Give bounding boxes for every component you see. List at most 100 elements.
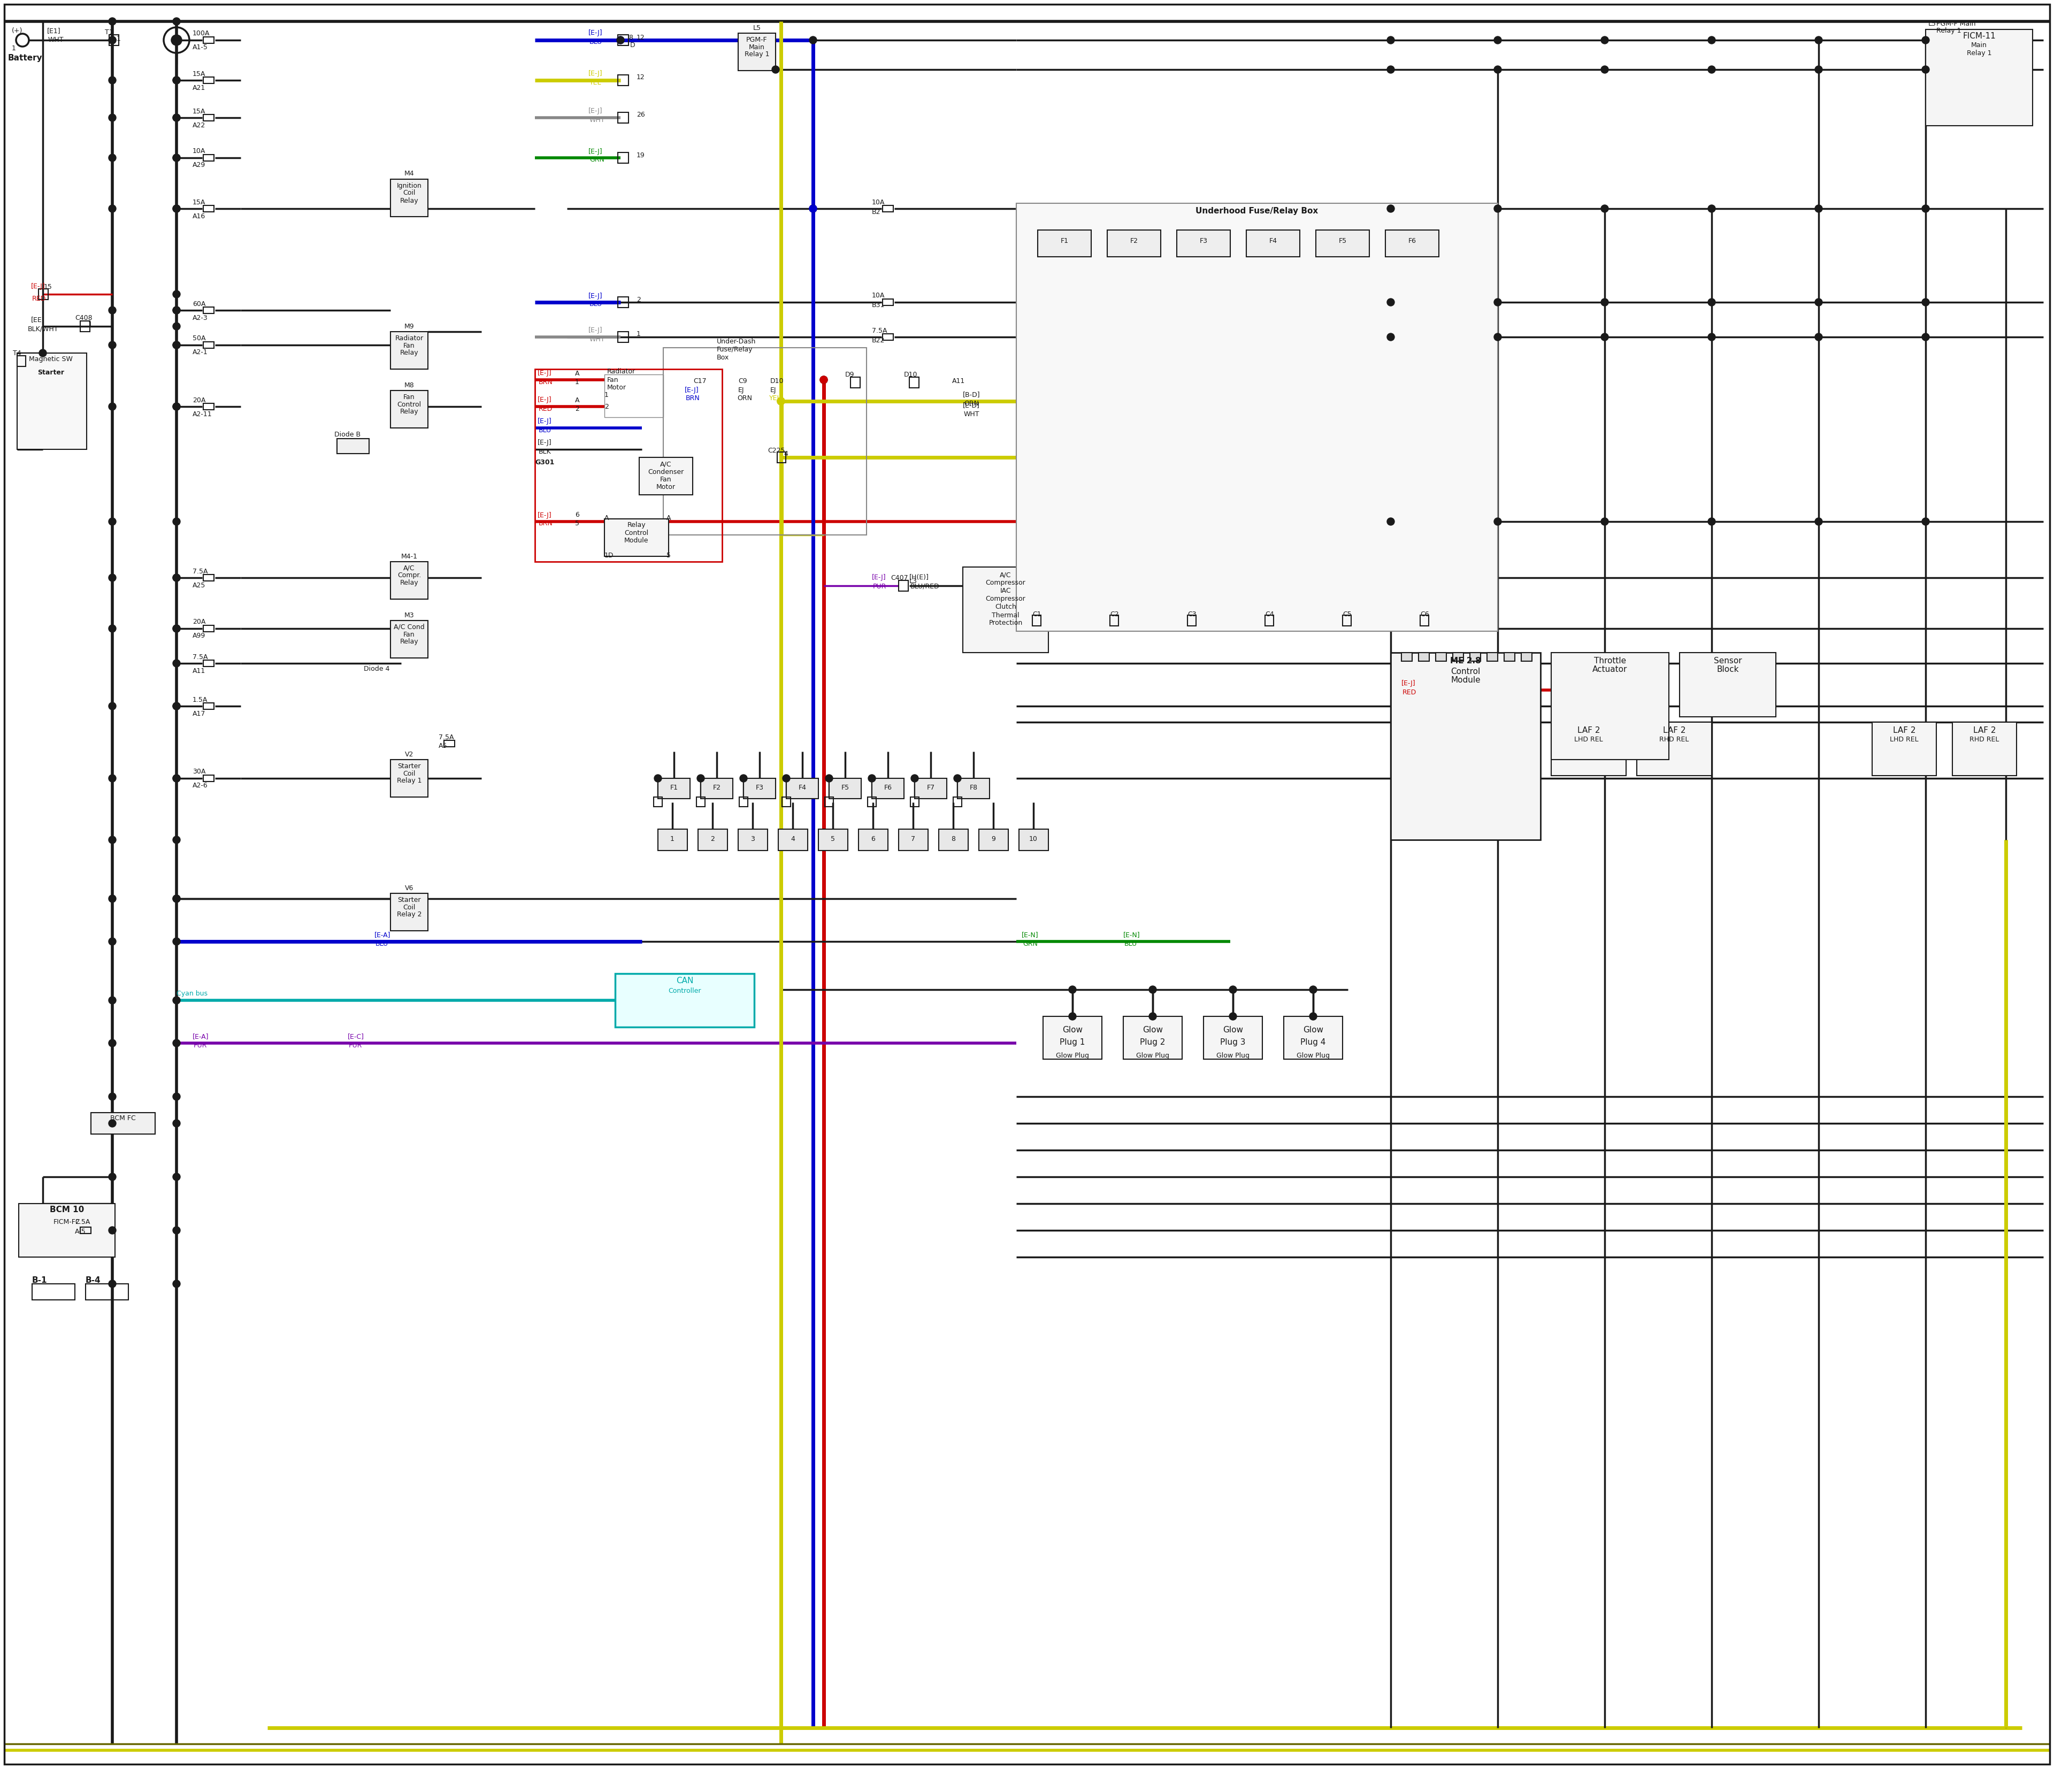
Text: Fan: Fan <box>659 477 672 482</box>
Text: 7.5A: 7.5A <box>193 654 207 661</box>
Bar <box>1265 615 1273 625</box>
Text: Glow Plug: Glow Plug <box>1056 1052 1089 1059</box>
Text: 19: 19 <box>637 152 645 159</box>
Bar <box>663 348 867 536</box>
Text: [E-N]: [E-N] <box>1124 932 1140 939</box>
Text: A17: A17 <box>193 710 205 717</box>
Text: Starter: Starter <box>37 369 64 376</box>
Circle shape <box>109 115 117 122</box>
Text: BLK: BLK <box>538 448 550 455</box>
Bar <box>1504 652 1516 661</box>
Text: 7.5A: 7.5A <box>440 733 454 740</box>
Text: PGM-F Main: PGM-F Main <box>1937 20 1976 27</box>
Circle shape <box>109 937 117 944</box>
Text: [E-J]: [E-J] <box>684 387 698 394</box>
Circle shape <box>173 36 181 43</box>
Circle shape <box>1709 66 1715 73</box>
Text: G301: G301 <box>534 459 555 466</box>
Circle shape <box>173 154 181 161</box>
Text: 26: 26 <box>637 111 645 118</box>
Bar <box>1284 1016 1343 1059</box>
Text: WHT: WHT <box>47 36 64 43</box>
Circle shape <box>1816 36 1822 43</box>
Bar <box>1419 615 1430 625</box>
Text: [E-J]: [E-J] <box>538 418 553 425</box>
Text: 15: 15 <box>43 283 51 290</box>
Text: Block: Block <box>1717 665 1740 674</box>
Bar <box>1124 1016 1183 1059</box>
Text: 1D: 1D <box>604 552 614 559</box>
Circle shape <box>173 18 181 25</box>
Bar <box>618 332 629 342</box>
Bar <box>910 376 918 387</box>
Text: Glow Plug: Glow Plug <box>1136 1052 1169 1059</box>
Text: (+): (+) <box>12 27 23 34</box>
Bar <box>1522 652 1532 661</box>
Circle shape <box>1148 986 1156 993</box>
Circle shape <box>173 894 181 903</box>
Bar <box>203 625 214 633</box>
Text: C1: C1 <box>1033 611 1041 618</box>
Circle shape <box>109 774 117 781</box>
Circle shape <box>1816 518 1822 525</box>
Circle shape <box>953 774 961 781</box>
Text: 1: 1 <box>117 36 121 41</box>
Text: V2: V2 <box>405 751 413 758</box>
Text: Fan: Fan <box>403 342 415 349</box>
Circle shape <box>1600 66 1608 73</box>
Circle shape <box>820 376 828 383</box>
Circle shape <box>776 398 785 405</box>
Circle shape <box>109 1093 117 1100</box>
Circle shape <box>173 290 181 297</box>
Bar <box>963 566 1048 652</box>
Text: [E-J]: [E-J] <box>587 149 602 154</box>
Circle shape <box>173 937 181 944</box>
Text: A11: A11 <box>953 378 965 383</box>
Circle shape <box>1600 518 1608 525</box>
Text: Cyan bus: Cyan bus <box>177 991 207 998</box>
Text: PUR: PUR <box>349 1041 362 1048</box>
Bar <box>203 342 214 348</box>
Text: A/C: A/C <box>659 461 672 468</box>
Text: WHT: WHT <box>963 410 980 418</box>
Bar <box>203 206 214 211</box>
Circle shape <box>173 837 181 844</box>
Circle shape <box>1310 986 1317 993</box>
Circle shape <box>809 204 817 213</box>
Text: Fan: Fan <box>403 631 415 638</box>
Bar <box>203 702 214 710</box>
Text: Plug 1: Plug 1 <box>1060 1038 1085 1047</box>
Text: 100A: 100A <box>193 30 210 38</box>
Circle shape <box>173 115 181 122</box>
Circle shape <box>1923 204 1929 213</box>
Bar <box>850 376 861 387</box>
Text: [E-A]: [E-A] <box>374 932 390 939</box>
Bar <box>910 797 918 806</box>
Text: 15A: 15A <box>193 70 205 77</box>
Text: BCM 10: BCM 10 <box>49 1206 84 1213</box>
Text: F1: F1 <box>1060 237 1068 244</box>
Text: PGM-F: PGM-F <box>746 36 768 43</box>
Bar <box>390 760 427 797</box>
Text: BRN: BRN <box>686 394 700 401</box>
Text: F7: F7 <box>926 785 935 792</box>
Text: Radiator: Radiator <box>394 335 423 342</box>
Text: [E-J]: [E-J] <box>871 573 885 581</box>
Circle shape <box>1709 518 1715 525</box>
Text: 6: 6 <box>575 513 579 518</box>
Bar <box>16 353 86 450</box>
Text: LAF 2: LAF 2 <box>1894 726 1916 735</box>
Bar <box>1177 229 1230 256</box>
Bar <box>900 581 908 591</box>
Circle shape <box>173 1120 181 1127</box>
Circle shape <box>173 625 181 633</box>
Text: EJ: EJ <box>770 387 776 394</box>
Text: 5: 5 <box>575 520 579 527</box>
Text: A11: A11 <box>193 667 205 674</box>
Text: BRN: BRN <box>538 520 553 527</box>
Text: [E-J]: [E-J] <box>538 513 553 518</box>
Text: ME 2.8: ME 2.8 <box>1450 656 1481 665</box>
Text: 1: 1 <box>637 332 641 339</box>
Bar <box>1953 722 2017 776</box>
Circle shape <box>173 573 181 581</box>
